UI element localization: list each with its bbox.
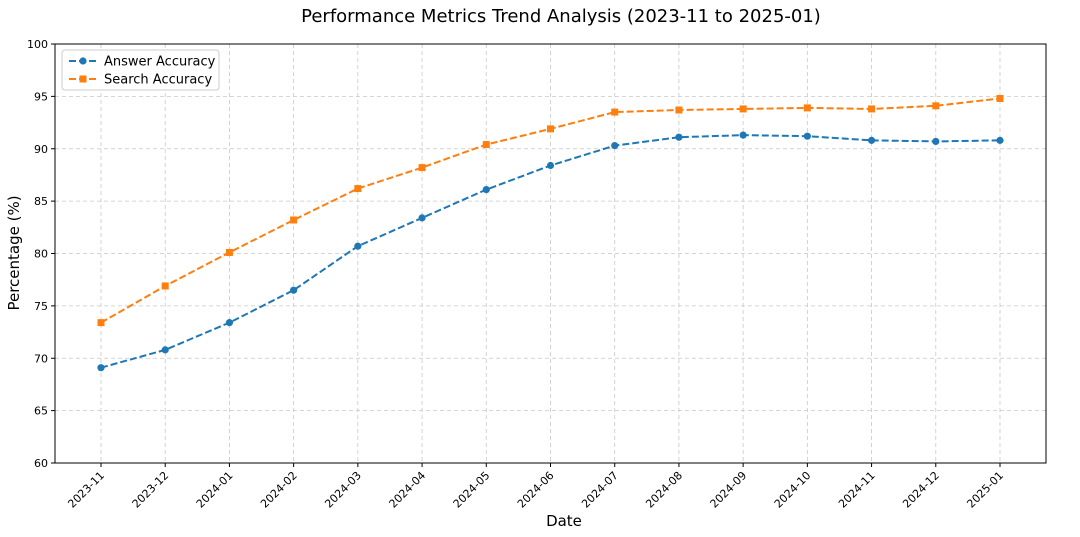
data-point: [354, 185, 362, 193]
x-tick-label: 2024-11: [836, 469, 878, 511]
y-tick-label: 65: [34, 405, 48, 418]
x-tick-label: 2024-09: [708, 469, 750, 511]
data-point: [482, 141, 490, 149]
data-point: [932, 137, 940, 146]
y-tick-label: 90: [34, 143, 48, 156]
legend-marker: [79, 75, 87, 83]
data-point: [739, 131, 747, 139]
series-layer: [97, 94, 1004, 372]
data-point: [225, 248, 233, 256]
y-axis: 60 65 70 75 80 85 90 95 100: [27, 38, 55, 470]
data-point: [996, 94, 1004, 102]
x-tick-label: 2024-04: [386, 469, 428, 511]
y-tick-label: 80: [34, 248, 48, 261]
y-tick-label: 60: [34, 457, 48, 470]
legend-item: Answer Accuracy: [69, 55, 216, 70]
data-point: [932, 102, 940, 110]
x-tick-label: 2024-01: [194, 469, 236, 511]
legend-marker: [79, 57, 87, 65]
data-point: [803, 132, 811, 140]
data-point: [97, 364, 105, 372]
data-point: [547, 125, 554, 133]
x-tick-label: 2025-01: [964, 469, 1006, 511]
x-tick-label: 2023-12: [130, 469, 172, 511]
x-tick-label: 2024-03: [322, 469, 364, 511]
data-point: [611, 142, 619, 150]
data-point: [803, 104, 811, 112]
x-tick-label: 2024-05: [451, 469, 493, 511]
data-point: [418, 214, 426, 222]
y-tick-label: 100: [27, 38, 48, 51]
x-tick-label: 2024-10: [772, 469, 814, 511]
x-tick-label: 2024-02: [258, 469, 300, 511]
x-tick-label: 2024-06: [515, 469, 557, 511]
data-point: [482, 186, 490, 194]
data-point: [611, 108, 619, 116]
y-tick-label: 85: [34, 195, 48, 208]
x-axis-label: Date: [546, 512, 582, 530]
x-tick-label: 2024-07: [579, 469, 621, 511]
chart-title: Performance Metrics Trend Analysis (2023…: [301, 6, 821, 27]
x-tick-label: 2023-11: [65, 469, 107, 511]
legend-item: Search Accuracy: [69, 73, 212, 88]
legend: Answer Accuracy Search Accuracy: [61, 49, 220, 91]
data-point: [290, 286, 298, 294]
data-point: [97, 319, 105, 327]
data-point: [161, 346, 169, 354]
y-tick-label: 95: [34, 90, 48, 103]
data-point: [675, 106, 683, 114]
series-1: [97, 94, 1004, 327]
data-point: [868, 105, 876, 113]
data-point: [290, 216, 298, 224]
legend-label: Search Accuracy: [104, 73, 212, 88]
data-point: [418, 164, 426, 172]
legend-box: [61, 49, 220, 91]
legend-label: Answer Accuracy: [104, 55, 216, 70]
data-point: [225, 319, 234, 327]
data-point: [739, 105, 747, 113]
data-point: [996, 136, 1004, 144]
y-axis-label: Percentage (%): [5, 195, 23, 310]
y-tick-label: 70: [34, 352, 48, 365]
data-point: [675, 133, 683, 141]
x-tick-label: 2024-12: [900, 469, 942, 511]
data-point: [867, 136, 876, 144]
y-tick-label: 75: [34, 300, 48, 313]
x-tick-label: 2024-08: [643, 469, 685, 511]
data-point: [546, 161, 555, 170]
x-axis: 2023-11 2023-12 2024-01 2024-02 2024-03 2024-…: [65, 463, 1006, 511]
series-0: [97, 131, 1004, 372]
data-point: [161, 282, 169, 290]
data-point: [354, 242, 362, 250]
